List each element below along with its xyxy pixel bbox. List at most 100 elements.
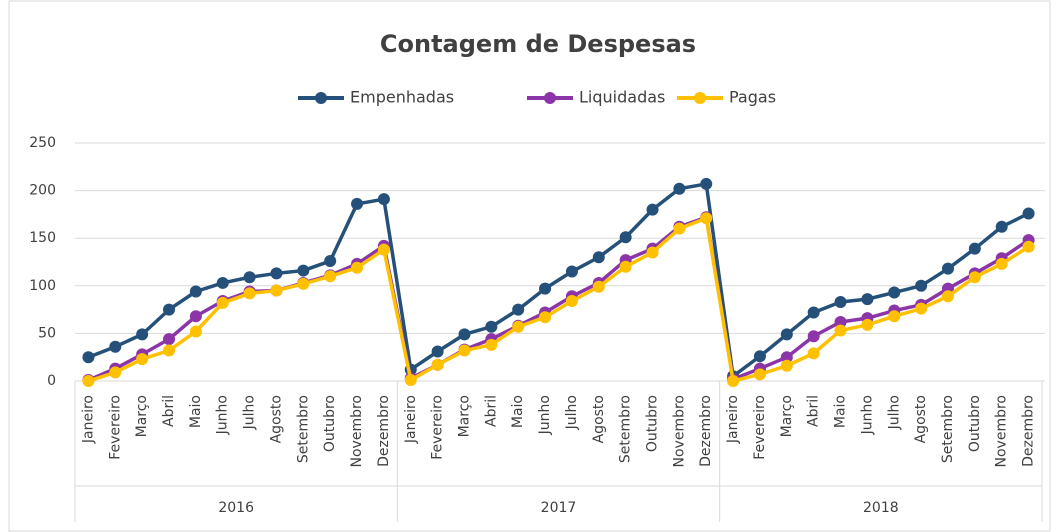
legend-label: Empenhadas (350, 88, 454, 107)
data-point (539, 311, 552, 324)
data-point (915, 302, 928, 315)
x-tick-label: Novembro (349, 395, 365, 467)
data-point (700, 177, 713, 190)
data-point (888, 286, 901, 299)
data-point (807, 330, 820, 343)
data-point (780, 328, 793, 341)
x-tick-label: Junho (537, 395, 553, 435)
x-tick-label: Maio (833, 395, 849, 428)
x-tick-label: Outubro (645, 395, 661, 452)
x-tick-label: Junho (859, 395, 875, 435)
x-tick-label: Janeiro (725, 395, 741, 444)
data-point (673, 222, 686, 235)
x-tick-label: Março (456, 395, 472, 437)
data-point (270, 284, 283, 297)
data-point (780, 359, 793, 372)
group-label: 2017 (541, 500, 577, 516)
data-point (968, 242, 981, 255)
data-point (888, 310, 901, 323)
data-point (619, 231, 632, 244)
y-tick-label: 150 (29, 230, 56, 246)
data-point (512, 303, 525, 316)
data-point (861, 293, 874, 306)
data-point (592, 251, 605, 264)
y-tick-label: 100 (29, 278, 56, 294)
data-point (565, 295, 578, 308)
data-point (431, 358, 444, 371)
legend-marker (315, 92, 327, 104)
data-point (834, 295, 847, 308)
y-tick-label: 200 (29, 183, 56, 199)
x-tick-label: Setembro (940, 395, 956, 463)
x-tick-label: Maio (188, 395, 204, 428)
group-label: 2016 (218, 500, 254, 516)
x-tick-label: Fevereiro (752, 395, 768, 460)
x-tick-label: Setembro (295, 395, 311, 463)
data-point (82, 375, 95, 387)
data-point (512, 320, 525, 333)
y-tick-label: 50 (38, 325, 56, 341)
data-point (753, 368, 766, 381)
data-point (941, 262, 954, 275)
data-point (834, 324, 847, 337)
data-point (136, 328, 149, 341)
legend-label: Liquidadas (579, 88, 665, 107)
data-point (915, 279, 928, 292)
data-point (216, 276, 229, 289)
data-point (1022, 207, 1035, 220)
x-tick-label: Julho (564, 395, 580, 430)
data-point (780, 351, 793, 364)
data-point (431, 345, 444, 358)
x-tick-label: Fevereiro (107, 395, 123, 460)
data-point (592, 280, 605, 293)
chart-title: Contagem de Despesas (380, 30, 696, 58)
data-point (995, 257, 1008, 270)
data-point (351, 261, 364, 274)
data-point (82, 351, 95, 364)
x-tick-label: Junho (215, 395, 231, 435)
data-point (109, 340, 122, 353)
data-point (968, 271, 981, 284)
data-point (243, 271, 256, 284)
x-tick-label: Março (134, 395, 150, 437)
data-point (539, 282, 552, 295)
data-point (136, 353, 149, 366)
x-tick-label: Janeiro (80, 395, 96, 444)
x-tick-label: Novembro (994, 395, 1010, 467)
data-point (1022, 240, 1035, 253)
data-point (324, 255, 337, 268)
data-point (995, 220, 1008, 233)
data-point (270, 267, 283, 280)
data-point (619, 260, 632, 273)
data-point (163, 344, 176, 357)
data-point (807, 306, 820, 319)
data-point (189, 310, 202, 323)
x-tick-label: Dezembro (376, 395, 392, 467)
data-point (297, 277, 310, 290)
data-point (834, 315, 847, 328)
data-point (485, 338, 498, 351)
data-point (189, 285, 202, 298)
data-point (673, 182, 686, 195)
data-point (565, 265, 578, 278)
data-point (646, 246, 659, 259)
data-point (324, 270, 337, 283)
data-point (297, 264, 310, 277)
x-tick-label: Abril (483, 395, 499, 427)
legend-marker (544, 92, 556, 104)
y-tick-label: 0 (47, 373, 56, 389)
data-point (458, 344, 471, 357)
x-tick-label: Abril (161, 395, 177, 427)
data-point (216, 296, 229, 309)
x-tick-label: Dezembro (698, 395, 714, 467)
data-point (700, 212, 713, 225)
x-tick-label: Setembro (618, 395, 634, 463)
x-tick-label: Maio (510, 395, 526, 428)
x-tick-label: Julho (886, 395, 902, 430)
legend-label: Pagas (729, 88, 776, 107)
x-tick-label: Agosto (591, 395, 607, 443)
data-point (458, 328, 471, 341)
x-tick-label: Novembro (671, 395, 687, 467)
data-point (377, 243, 390, 256)
